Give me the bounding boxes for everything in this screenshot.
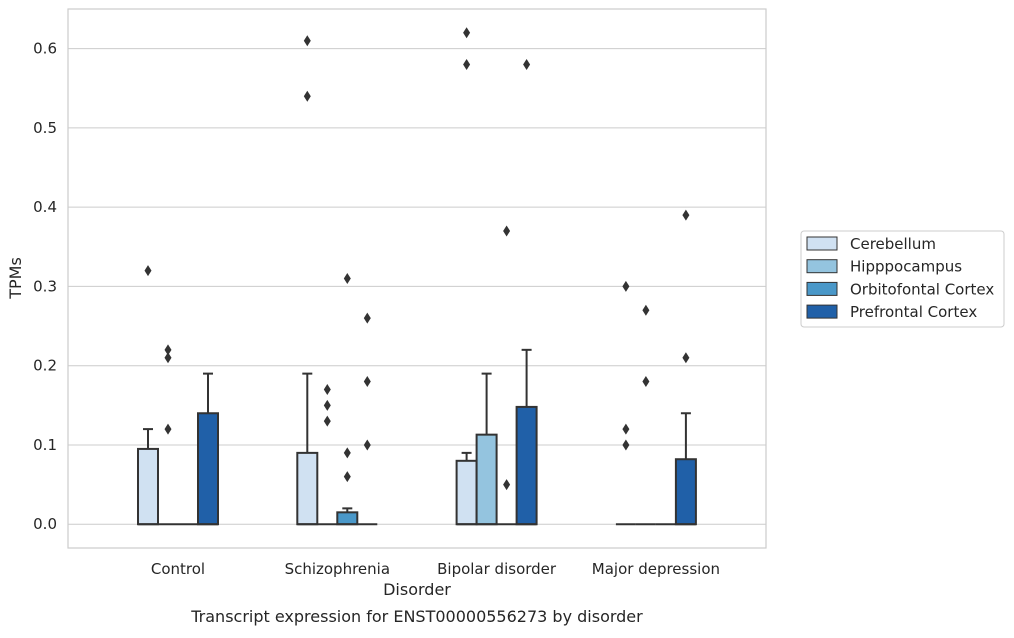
outlier-point — [363, 439, 371, 451]
outlier-point — [503, 225, 511, 237]
x-tick-label: Control — [151, 560, 205, 578]
x-tick-label: Major depression — [592, 560, 720, 578]
outlier-point — [642, 304, 650, 316]
outlier-point — [323, 415, 331, 427]
axes-layer: 0.0 0.1 0.2 0.3 0.4 0.5 0.6 Control Schizophreni… — [33, 8, 767, 578]
outlier-point — [503, 479, 511, 491]
outlier-point — [682, 209, 690, 221]
outlier-point — [622, 439, 630, 451]
plot-frame — [67, 8, 767, 549]
x-tick-label: Schizophrenia — [285, 560, 390, 578]
grid-layer — [68, 48, 766, 525]
y-tick-label: 0.1 — [33, 436, 57, 454]
outlier-point — [164, 352, 172, 364]
box-body — [296, 451, 319, 526]
outlier-point — [164, 423, 172, 435]
legend: Cerebellum Hipppocampus Orbitofontal Corte… — [800, 230, 1005, 328]
box-body — [336, 511, 359, 526]
box-body — [515, 405, 538, 526]
box-group — [674, 209, 697, 526]
outlier-point — [463, 27, 471, 39]
legend-frame — [800, 230, 1005, 328]
outlier-point — [303, 90, 311, 102]
legend-label: Hipppocampus — [850, 258, 962, 276]
box-group — [455, 27, 478, 526]
box-body — [475, 433, 498, 526]
outlier-point — [622, 280, 630, 292]
outlier-point — [323, 399, 331, 411]
box-body — [137, 447, 159, 526]
y-tick-label: 0.3 — [33, 277, 57, 295]
y-tick-label: 0.2 — [33, 357, 57, 375]
box-group — [137, 265, 159, 526]
box-group — [197, 372, 219, 526]
y-tick-label: 0.5 — [33, 119, 57, 137]
box-body — [455, 459, 478, 526]
box-body — [197, 412, 219, 526]
legend-swatch — [806, 281, 838, 296]
legend-swatch — [806, 304, 838, 319]
outlier-point — [682, 352, 690, 364]
y-tick-label: 0.0 — [33, 515, 57, 533]
y-axis-label: TPMs — [6, 257, 25, 300]
box-group — [296, 35, 319, 526]
box-group — [317, 383, 338, 526]
legend-label: Cerebellum — [850, 235, 936, 253]
y-tick-label: 0.4 — [33, 198, 57, 216]
x-axis-label: Disorder — [383, 580, 451, 599]
outlier-point — [303, 35, 311, 47]
legend-label: Prefrontal Cortex — [850, 303, 977, 321]
plot-layer — [137, 27, 697, 526]
x-tick-label: Bipolar disorder — [437, 560, 557, 578]
outlier-point — [463, 58, 471, 70]
box-body — [674, 458, 697, 526]
box-group — [336, 273, 359, 526]
legend-swatch — [806, 259, 838, 274]
outlier-point — [343, 447, 351, 459]
outlier-point — [523, 58, 531, 70]
box-group — [615, 280, 636, 526]
outlier-point — [642, 376, 650, 388]
box-group — [158, 344, 178, 526]
outlier-point — [363, 312, 371, 324]
legend-label: Orbitofontal Cortex — [850, 280, 994, 298]
y-tick-label: 0.6 — [33, 40, 57, 58]
outlier-point — [622, 423, 630, 435]
outlier-point — [343, 273, 351, 284]
outlier-point — [323, 383, 331, 395]
outlier-point — [363, 376, 371, 388]
box-group — [635, 304, 656, 526]
chart-title: Transcript expression for ENST0000055627… — [190, 607, 643, 626]
legend-items: Cerebellum Hipppocampus Orbitofontal Corte… — [806, 235, 994, 321]
outlier-point — [343, 471, 351, 483]
box-group — [357, 312, 378, 526]
legend-swatch — [806, 236, 838, 251]
outlier-point — [144, 265, 152, 277]
outlier-point — [164, 344, 172, 356]
box-group — [475, 372, 498, 526]
box-group — [496, 225, 517, 526]
box-group — [515, 58, 538, 526]
